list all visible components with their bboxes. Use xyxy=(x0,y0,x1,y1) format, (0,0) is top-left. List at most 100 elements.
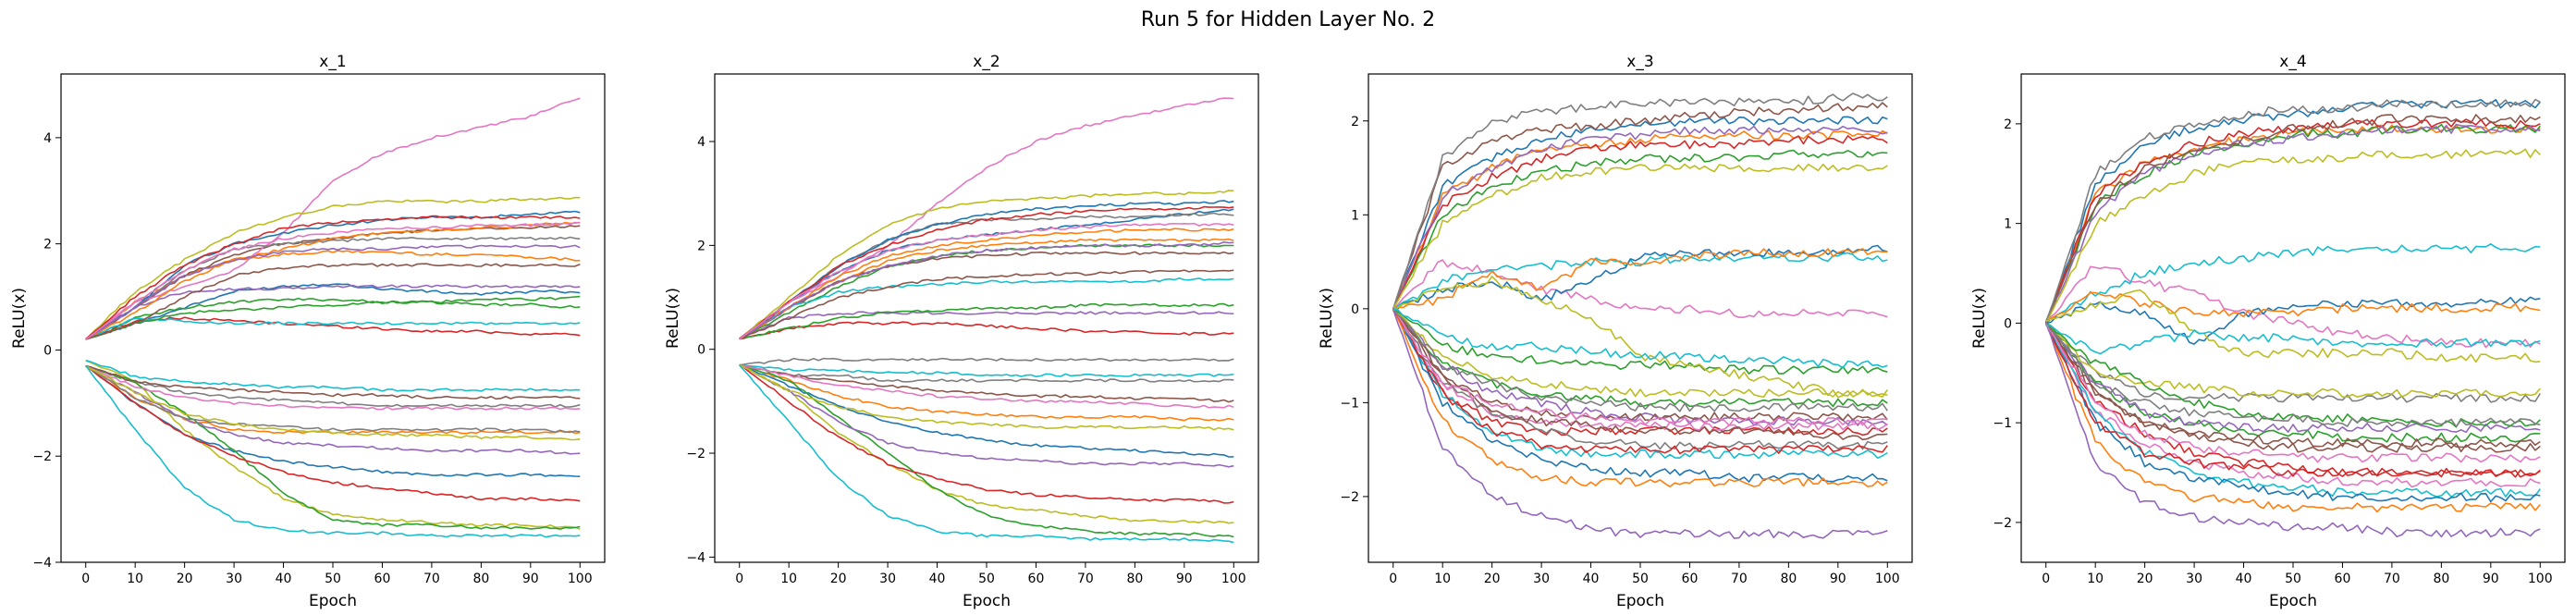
series-line-29 xyxy=(1392,276,1888,399)
series-line-26 xyxy=(739,364,1234,403)
series-line-8 xyxy=(739,212,1234,339)
series-line-20 xyxy=(85,359,581,392)
x-tick-label: 30 xyxy=(879,572,896,586)
y-tick-label: 2 xyxy=(1351,115,1359,129)
x-tick-label: 90 xyxy=(1830,572,1846,586)
series-line-22 xyxy=(85,364,581,435)
x-axis-label: Epoch xyxy=(2269,592,2317,610)
x-tick-label: 60 xyxy=(1682,572,1699,586)
x-tick-label: 40 xyxy=(2236,572,2252,586)
subplot-x-1: x_1 0 10 20 30 40 50 60 70 80 90 100 −4 −2 0 2 4 Epoch ReL… xyxy=(10,53,606,610)
series-line-17 xyxy=(85,221,581,340)
y-axis-label: ReLU(x) xyxy=(1318,288,1336,349)
series-group xyxy=(739,97,1234,544)
x-tick-label: 70 xyxy=(423,572,440,586)
series-line-15 xyxy=(2045,322,2541,434)
x-tick-label: 50 xyxy=(1632,572,1649,586)
y-tick-label: 2 xyxy=(2004,117,2012,132)
series-group xyxy=(2044,98,2541,538)
series-line-10 xyxy=(1392,252,1888,311)
series-line-25 xyxy=(739,363,1234,468)
y-tick-label: 4 xyxy=(43,131,52,146)
figure-title: Run 5 for Hidden Layer No. 2 xyxy=(1141,8,1435,31)
subplot-title: x_3 xyxy=(1626,53,1653,71)
series-line-14 xyxy=(1392,309,1888,437)
series-line-6 xyxy=(85,225,581,340)
series-line-3 xyxy=(85,297,581,340)
series-line-8 xyxy=(1392,92,1888,310)
series-line-16 xyxy=(1392,309,1888,422)
subplot-title: x_4 xyxy=(2279,53,2306,71)
y-tick-label: 0 xyxy=(697,343,705,358)
subplot-title: x_2 xyxy=(973,53,1000,71)
series-line-26 xyxy=(1392,308,1888,441)
series-line-8 xyxy=(85,236,581,340)
series-line-12 xyxy=(2045,291,2541,323)
y-tick-label: −2 xyxy=(1340,490,1359,505)
y-tick-label: −2 xyxy=(32,449,52,464)
series-line-26 xyxy=(85,364,581,400)
series-line-27 xyxy=(85,365,581,411)
y-tick-label: 2 xyxy=(697,239,705,253)
x-tick-label: 30 xyxy=(226,572,242,586)
axes-frame xyxy=(1368,73,1913,563)
y-tick-label: 0 xyxy=(43,343,52,358)
series-line-1 xyxy=(1392,116,1888,311)
x-tick-label: 80 xyxy=(2433,572,2449,586)
series-line-2 xyxy=(739,238,1234,340)
series-line-1 xyxy=(85,283,581,340)
y-tick-label: −4 xyxy=(32,556,52,571)
series-line-27 xyxy=(1392,306,1888,426)
series-line-9 xyxy=(2044,148,2541,326)
series-line-19 xyxy=(739,364,1234,524)
subplot-x-3: x_3 0 10 20 30 40 50 60 70 80 90 100 −2 −1 0 1 2 Epoch ReL… xyxy=(1318,53,1913,610)
series-line-4 xyxy=(85,316,581,340)
series-line-28 xyxy=(1392,307,1888,412)
x-tick-label: 40 xyxy=(276,572,292,586)
x-tick-label: 100 xyxy=(1221,572,1246,586)
series-line-7 xyxy=(739,97,1234,340)
series-line-24 xyxy=(2044,321,2541,478)
series-line-22 xyxy=(2044,323,2541,513)
series-line-28 xyxy=(85,365,581,434)
series-line-27 xyxy=(739,364,1234,409)
series-line-19 xyxy=(2045,324,2541,399)
series-line-5 xyxy=(2044,123,2541,326)
x-axis-label: Epoch xyxy=(309,592,357,610)
series-line-5 xyxy=(739,311,1234,339)
x-tick-label: 70 xyxy=(1731,572,1748,586)
series-line-22 xyxy=(739,363,1234,422)
series-line-18 xyxy=(1392,307,1888,450)
series-line-12 xyxy=(1392,248,1888,311)
series-line-9 xyxy=(85,196,581,340)
x-tick-label: 100 xyxy=(1875,572,1900,586)
series-line-10 xyxy=(739,277,1234,339)
series-line-14 xyxy=(85,215,581,340)
series-line-10 xyxy=(85,317,581,340)
series-line-3 xyxy=(1392,149,1888,311)
x-tick-label: 20 xyxy=(830,572,847,586)
x-tick-label: 70 xyxy=(1077,572,1094,586)
x-tick-label: 50 xyxy=(978,572,995,586)
series-line-1 xyxy=(739,208,1234,340)
series-line-7 xyxy=(1392,259,1888,319)
x-tick-label: 10 xyxy=(780,572,797,586)
x-tick-label: 50 xyxy=(2285,572,2301,586)
x-tick-label: 0 xyxy=(2042,572,2050,586)
series-line-13 xyxy=(739,302,1234,339)
x-tick-label: 60 xyxy=(1028,572,1045,586)
series-line-21 xyxy=(2044,323,2541,503)
series-line-24 xyxy=(739,363,1234,504)
x-tick-label: 70 xyxy=(2384,572,2400,586)
series-line-15 xyxy=(85,244,581,340)
x-tick-label: 80 xyxy=(1780,572,1797,586)
series-line-18 xyxy=(739,364,1234,383)
x-tick-label: 10 xyxy=(2087,572,2104,586)
series-line-9 xyxy=(1392,163,1888,310)
y-tick-label: −1 xyxy=(1340,396,1359,411)
x-tick-label: 50 xyxy=(325,572,341,586)
y-tick-label: −1 xyxy=(1993,416,2012,431)
y-tick-label: 0 xyxy=(2004,316,2012,331)
x-tick-label: 40 xyxy=(1583,572,1600,586)
